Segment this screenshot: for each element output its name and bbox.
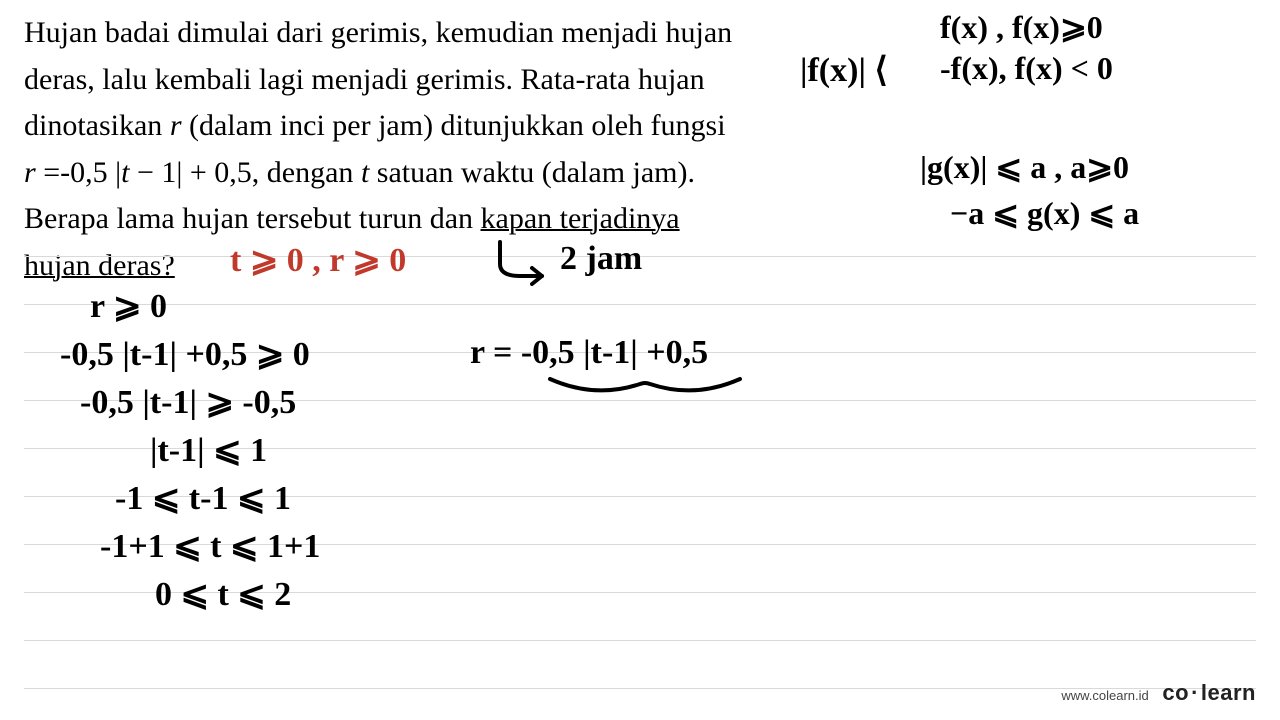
- note-abs-def-2a: |f(x)| ⟨: [800, 50, 888, 90]
- problem-line4d: − 1| + 0,5, dengan: [129, 156, 360, 189]
- var-r2: r: [24, 156, 36, 189]
- rule-line: [24, 640, 1256, 641]
- note-abs-def-2b: -f(x), f(x) < 0: [940, 50, 1113, 87]
- answer-duration: 2 jam: [560, 240, 642, 278]
- problem-line2: deras, lalu kembali lagi menjadi gerimis…: [24, 63, 705, 96]
- problem-line4b: =-0,5 |: [36, 156, 121, 189]
- work-step-5: -1 ⩽ t-1 ⩽ 1: [115, 478, 291, 518]
- var-r: r: [170, 109, 182, 142]
- problem-line4f: satuan waktu (dalam jam).: [369, 156, 695, 189]
- brand-co: co: [1162, 680, 1189, 705]
- brand-dot: ·: [1191, 680, 1199, 705]
- brand-learn: learn: [1201, 680, 1256, 705]
- note-abs-def-1: f(x) , f(x)⩾0: [940, 8, 1103, 46]
- constraint-red: t ⩾ 0 , r ⩾ 0: [230, 240, 406, 280]
- work-step-7: 0 ⩽ t ⩽ 2: [155, 574, 291, 614]
- rhs-equation: r = -0,5 |t-1| +0,5: [470, 334, 708, 372]
- problem-line5-underline: kapan terjadinya: [481, 202, 680, 235]
- work-step-2: -0,5 |t-1| +0,5 ⩾ 0: [60, 334, 310, 374]
- work-step-4: |t-1| ⩽ 1: [150, 430, 267, 470]
- work-step-6: -1+1 ⩽ t ⩽ 1+1: [100, 526, 320, 566]
- footer-url: www.colearn.id: [1061, 688, 1148, 703]
- rule-line: [24, 304, 1256, 305]
- arrow-icon: [490, 236, 560, 286]
- problem-line5a: Berapa lama hujan tersebut turun dan: [24, 202, 481, 235]
- problem-line3a: dinotasikan: [24, 109, 170, 142]
- note-ineq-rule-2: −a ⩽ g(x) ⩽ a: [950, 194, 1139, 232]
- underbrace-icon: [545, 374, 745, 404]
- footer-brand: co·learn: [1162, 680, 1256, 705]
- note-ineq-rule-1: |g(x)| ⩽ a , a⩾0: [920, 148, 1129, 186]
- footer: www.colearn.id co·learn: [1061, 680, 1256, 706]
- problem-line1: Hujan badai dimulai dari gerimis, kemudi…: [24, 16, 732, 49]
- problem-line3b: (dalam inci per jam) ditunjukkan oleh fu…: [182, 109, 726, 142]
- work-step-3: -0,5 |t-1| ⩾ -0,5: [80, 382, 296, 422]
- work-step-1: r ⩾ 0: [90, 286, 167, 326]
